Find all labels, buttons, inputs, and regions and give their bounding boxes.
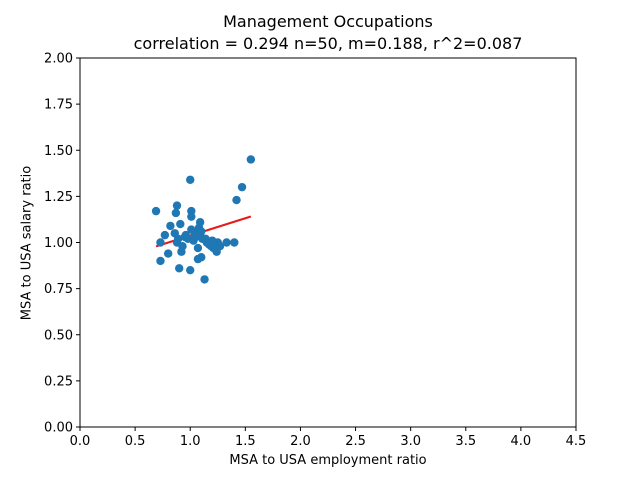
- data-point: [215, 241, 225, 251]
- y-tick-label: 1.75: [44, 98, 73, 113]
- y-tick-label: 2.00: [44, 52, 73, 67]
- y-axis-label: MSA to USA salary ratio: [19, 165, 35, 321]
- x-tick-label: 1.5: [235, 434, 256, 449]
- x-tick-label: 1.0: [180, 434, 201, 449]
- data-point: [197, 227, 206, 236]
- data-point: [186, 265, 195, 275]
- data-point: [200, 275, 209, 284]
- x-tick-label: 2.0: [290, 434, 311, 449]
- data-point: [175, 264, 184, 273]
- data-point: [193, 243, 203, 253]
- x-tick-label: 4.5: [566, 434, 587, 449]
- x-tick-label: 4.0: [511, 434, 532, 449]
- data-point: [176, 219, 185, 229]
- x-axis-label: MSA to USA employment ratio: [229, 453, 427, 468]
- y-tick-label: 1.50: [44, 144, 73, 159]
- data-point: [156, 238, 165, 247]
- chart-subtitle: correlation = 0.294 n=50, m=0.188, r^2=0…: [133, 34, 523, 53]
- x-tick-label: 0.0: [70, 434, 91, 449]
- data-point: [173, 234, 183, 244]
- data-point: [195, 218, 205, 227]
- data-point: [186, 175, 195, 184]
- y-tick-label: 0.75: [44, 282, 73, 297]
- data-point: [156, 256, 165, 266]
- data-point: [230, 238, 239, 247]
- x-tick-label: 2.5: [345, 434, 366, 449]
- data-point: [151, 206, 161, 216]
- data-point: [160, 230, 170, 240]
- y-tick-label: 0.00: [44, 421, 73, 436]
- data-point: [246, 155, 256, 164]
- data-point: [166, 221, 175, 231]
- plot-area-frame: [79, 57, 577, 428]
- y-tick-label: 1.25: [44, 190, 73, 205]
- x-tick-label: 0.5: [125, 434, 146, 449]
- x-axis-ticks: 0.0 0.5 1.0 1.5 2.0 2.5 3.0 3.5 4.0 4.5: [70, 427, 587, 449]
- y-axis-ticks: 0.00 0.25 0.50 0.75 1.00 1.25 1.50 1.75 2.00: [44, 52, 80, 436]
- data-point: [232, 195, 241, 205]
- y-tick-label: 1.00: [44, 236, 73, 251]
- x-tick-label: 3.5: [455, 434, 476, 449]
- data-point: [163, 249, 173, 258]
- data-point: [197, 253, 206, 262]
- y-tick-label: 0.50: [44, 328, 73, 343]
- chart-title: Management Occupations: [223, 12, 433, 31]
- data-point: [171, 208, 181, 218]
- data-point: [172, 201, 182, 210]
- y-tick-label: 0.25: [44, 374, 73, 389]
- x-tick-label: 3.0: [400, 434, 421, 449]
- data-point: [187, 212, 196, 221]
- data-point: [237, 182, 247, 192]
- data-point: [222, 238, 231, 247]
- data-point: [178, 241, 187, 251]
- scatter-points: [151, 155, 256, 284]
